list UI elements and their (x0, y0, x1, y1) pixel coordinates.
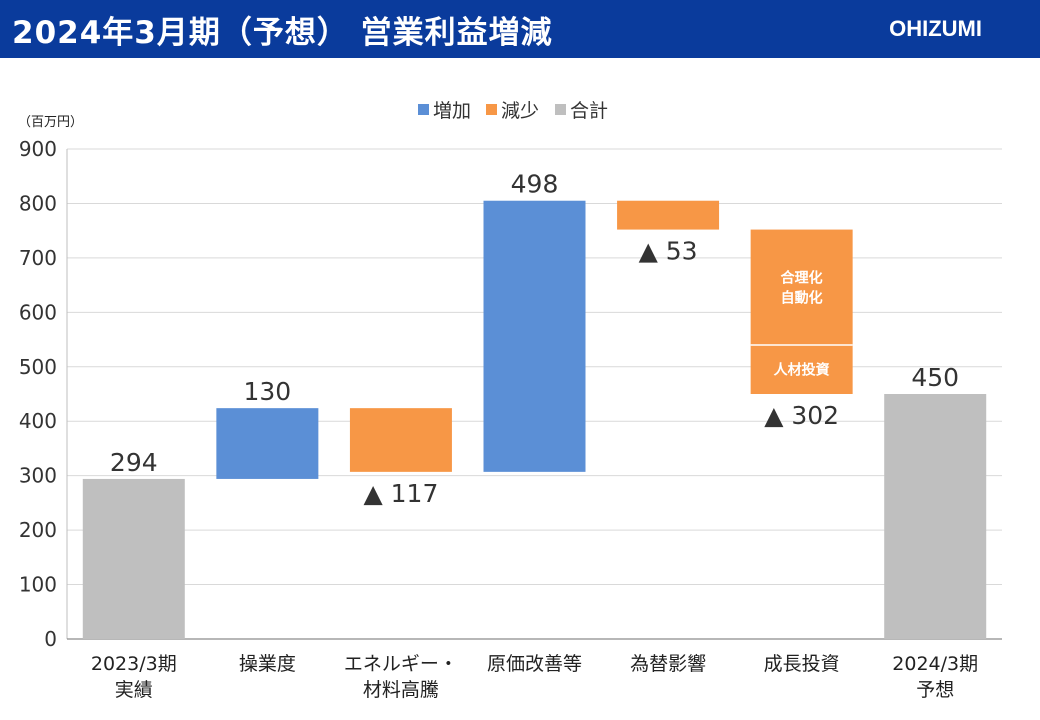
x-category-label: 予想 (916, 679, 954, 701)
y-tick-label: 500 (19, 355, 57, 379)
y-tick-label: 200 (19, 518, 57, 542)
y-tick-label: 0 (44, 627, 57, 651)
bar-value-label: 130 (243, 377, 291, 406)
bar-value-label: ▲ 302 (764, 401, 839, 430)
x-category-label: 2024/3期 (892, 653, 978, 675)
bar-increase (483, 200, 586, 472)
bar-segment-label: 合理化 (781, 269, 823, 286)
header-bar: 2024年3月期（予想） 営業利益増減 OHIZUMI (0, 0, 1040, 58)
bar-decrease (617, 200, 720, 230)
y-tick-label: 900 (19, 137, 57, 161)
legend-label-increase: 増加 (433, 100, 471, 122)
page-title: 2024年3月期（予想） 営業利益増減 (12, 15, 553, 51)
legend-label-decrease: 減少 (501, 100, 539, 122)
legend-swatch-total (555, 104, 566, 115)
x-category-label: 為替影響 (630, 653, 706, 675)
bar-segment-label: 自動化 (781, 289, 823, 306)
y-tick-label: 300 (19, 464, 57, 488)
x-category-label: 2023/3期 (91, 653, 177, 675)
bar-value-label: ▲ 53 (639, 237, 698, 266)
y-tick-label: 100 (19, 573, 57, 597)
bar-total (884, 394, 987, 639)
x-category-label: 原価改善等 (487, 653, 582, 675)
bar-value-label: ▲ 117 (363, 479, 438, 508)
bar-value-label: 498 (511, 170, 559, 199)
y-tick-label: 600 (19, 300, 57, 324)
bar-value-label: 450 (911, 363, 959, 392)
bar-decrease (750, 229, 853, 394)
legend-label-total: 合計 (570, 100, 608, 122)
legend-swatch-increase (418, 104, 429, 115)
legend-swatch-decrease (486, 104, 497, 115)
company-logo: OHIZUMI (889, 16, 982, 41)
bar-segment-label: 人材投資 (774, 362, 830, 379)
bar-decrease (349, 408, 452, 472)
x-category-label: 操業度 (239, 653, 296, 675)
y-tick-label: 800 (19, 191, 57, 215)
y-axis-unit-label: （百万円） (18, 115, 84, 130)
x-category-label: 実績 (115, 679, 153, 701)
x-category-label: 成長投資 (764, 653, 840, 675)
y-tick-label: 400 (19, 409, 57, 433)
bar-total (82, 478, 185, 639)
bar-value-label: 294 (110, 448, 158, 477)
x-category-label: エネルギー・ (344, 653, 458, 675)
bar-increase (216, 408, 319, 479)
y-tick-label: 700 (19, 246, 57, 270)
x-category-label: 材料高騰 (363, 679, 439, 701)
